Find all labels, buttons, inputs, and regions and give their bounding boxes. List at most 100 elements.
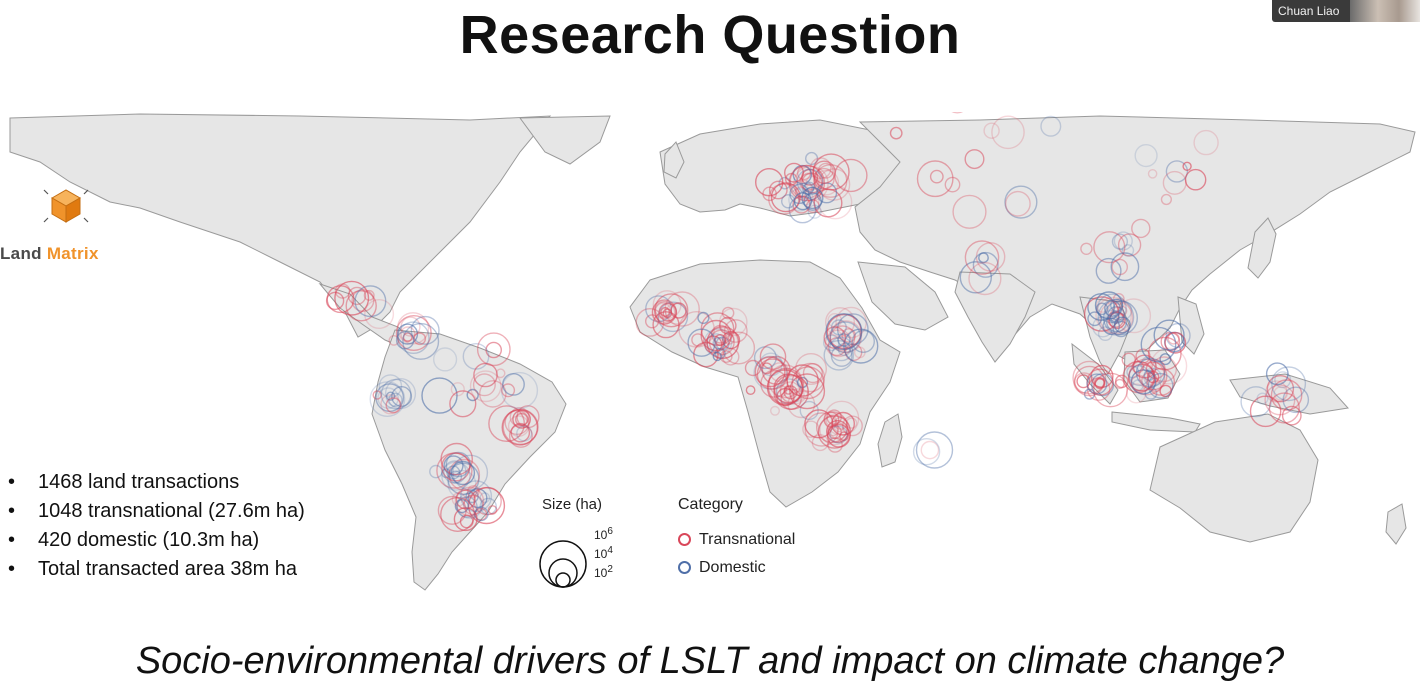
deal-marker <box>1115 374 1129 389</box>
java-landmass <box>1111 411 1201 433</box>
deal-marker <box>788 164 826 202</box>
deal-marker <box>1184 168 1207 191</box>
deal-marker <box>635 307 665 337</box>
deal-marker <box>851 329 875 353</box>
deal-marker <box>377 387 399 409</box>
size-tick-1e2: 102 <box>594 564 613 580</box>
greenland-landmass <box>519 115 611 165</box>
logo-text-land: Land <box>0 244 47 263</box>
deal-marker <box>443 460 467 484</box>
size-circle-large <box>539 540 587 588</box>
deal-marker <box>659 306 670 317</box>
deal-marker <box>754 356 786 388</box>
deal-marker <box>662 308 673 319</box>
deal-marker <box>773 374 810 411</box>
deal-marker <box>760 362 773 375</box>
deal-marker <box>1095 296 1132 334</box>
british-isles-landmass <box>663 141 685 179</box>
deal-marker <box>1135 348 1151 364</box>
size-tick-1e6: 106 <box>594 526 613 542</box>
deal-marker <box>658 302 678 322</box>
deal-marker <box>1182 161 1192 171</box>
deal-marker <box>1094 378 1106 390</box>
deal-marker <box>1160 193 1173 206</box>
deal-marker <box>1093 372 1128 408</box>
deal-marker <box>1092 316 1114 338</box>
deal-marker <box>1147 336 1182 371</box>
deal-marker <box>827 437 843 453</box>
deal-marker <box>413 332 427 346</box>
deal-marker <box>916 160 954 198</box>
deal-marker <box>964 240 1000 275</box>
deal-marker <box>510 422 531 443</box>
deal-marker <box>687 328 716 357</box>
deal-marker <box>770 405 781 416</box>
deal-marker <box>792 195 811 214</box>
deal-marker <box>354 285 387 318</box>
deal-marker <box>830 345 853 367</box>
deal-marker <box>951 112 964 114</box>
deal-marker <box>400 326 416 342</box>
deal-marker <box>828 336 854 362</box>
deal-marker <box>466 388 479 402</box>
deal-marker <box>774 384 788 398</box>
deal-marker <box>843 328 879 364</box>
deal-marker <box>1086 373 1108 395</box>
deal-marker <box>507 415 530 437</box>
deal-marker <box>929 169 944 184</box>
deal-marker <box>1134 143 1158 168</box>
deal-marker <box>1074 365 1105 397</box>
deal-marker <box>402 322 440 360</box>
slide-title: Research Question <box>459 5 961 65</box>
deal-marker <box>991 115 1025 150</box>
deal-marker <box>441 452 471 482</box>
deal-marker <box>449 390 477 418</box>
europe-landmass <box>659 119 906 217</box>
deal-marker <box>465 489 479 504</box>
deal-marker <box>1110 252 1140 282</box>
deal-marker <box>380 378 412 410</box>
deal-marker <box>501 408 539 446</box>
deal-marker <box>1140 326 1177 363</box>
deal-marker <box>912 438 941 466</box>
deal-marker <box>1143 367 1162 387</box>
deal-marker <box>1097 326 1113 342</box>
deal-marker <box>1004 185 1038 219</box>
land-matrix-logo <box>0 188 120 268</box>
deal-marker <box>1108 311 1126 330</box>
deal-marker <box>396 323 419 345</box>
deal-marker <box>827 424 842 440</box>
deal-marker <box>388 392 403 407</box>
deal-marker <box>833 422 844 433</box>
deal-marker <box>1097 293 1127 324</box>
deal-marker <box>372 390 382 400</box>
participant-video-tile[interactable]: Chuan Liao <box>1272 0 1420 22</box>
deal-marker <box>1128 365 1150 387</box>
deal-marker <box>837 342 851 357</box>
deal-marker <box>830 319 847 336</box>
deal-marker <box>440 497 476 533</box>
deal-marker <box>802 183 814 195</box>
deal-marker <box>454 499 469 514</box>
deal-marker <box>1273 386 1288 401</box>
webcam-feed <box>1350 0 1420 22</box>
deal-marker <box>835 306 867 339</box>
deal-marker <box>402 332 413 343</box>
deal-marker <box>1086 368 1114 396</box>
deal-marker <box>836 313 869 346</box>
deal-marker <box>920 440 940 460</box>
deal-marker <box>1128 358 1166 396</box>
deal-marker <box>1111 233 1129 250</box>
deal-marker <box>487 505 498 515</box>
deal-marker <box>514 412 529 427</box>
deal-marker <box>501 383 516 398</box>
stat-item: 1048 transnational (27.6m ha) <box>8 497 305 526</box>
deal-marker <box>502 372 525 396</box>
deal-marker <box>805 175 821 191</box>
deal-marker <box>467 488 488 509</box>
deal-marker <box>706 327 739 360</box>
deal-marker <box>473 486 502 516</box>
slide-subtitle: Socio-environmental drivers of LSLT and … <box>135 640 1285 682</box>
deal-marker <box>1087 311 1103 327</box>
japan-landmass <box>1247 217 1277 279</box>
